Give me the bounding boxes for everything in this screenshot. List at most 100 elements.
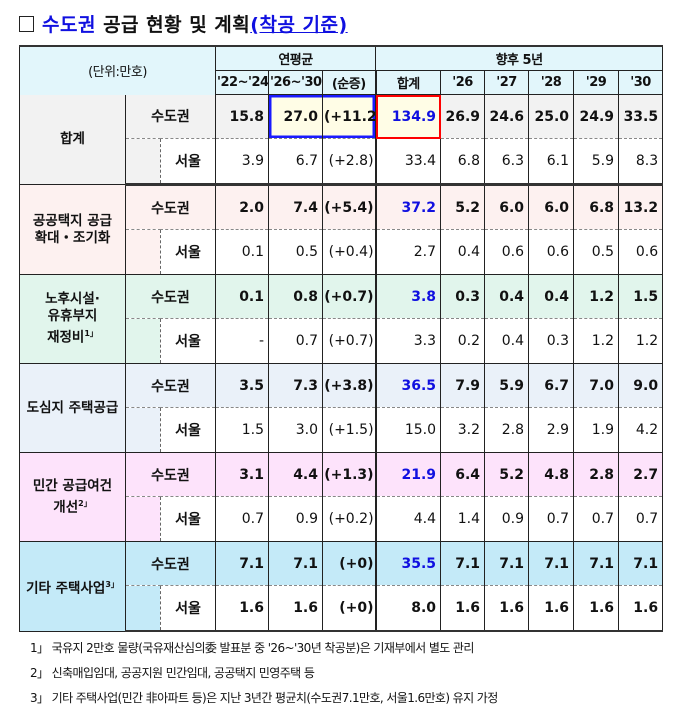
value-cell: 1.2 (573, 274, 620, 319)
column-header: (순증) (321, 70, 377, 95)
value-cell: 6.1 (528, 138, 575, 186)
value-cell: 3.3 (374, 318, 442, 364)
value-cell: 6.0 (484, 184, 530, 230)
spacer-cell (125, 496, 161, 542)
value-cell: 6.7 (528, 363, 575, 408)
value-cell: 7.1 (215, 541, 269, 586)
value-cell: 33.4 (374, 138, 442, 186)
value-cell: 3.0 (268, 407, 323, 453)
spacer-cell (125, 229, 161, 275)
value-cell: 6.0 (528, 184, 575, 230)
value-cell: 5.2 (440, 184, 486, 230)
value-cell: 7.1 (618, 541, 664, 586)
column-header: 합계 (374, 70, 442, 95)
value-cell: 1.6 (215, 585, 269, 632)
value-cell: 0.3 (528, 318, 575, 364)
value-cell: 2.8 (573, 452, 620, 497)
footnote-marker: 1」 (84, 329, 98, 339)
value-cell: 1.9 (573, 407, 620, 453)
group-name: 공공택지 공급 확대・조기화 (32, 212, 113, 246)
value-cell: 5.9 (573, 138, 620, 186)
value-cell: 1.6 (573, 585, 620, 632)
region-label: 서울 (160, 318, 216, 364)
value-cell: 13.2 (618, 184, 664, 230)
value-cell: 1.5 (215, 407, 269, 453)
column-header: '26 (440, 70, 486, 95)
value-cell: 4.4 (268, 452, 323, 497)
value-cell: 35.5 (374, 541, 442, 586)
region-label: 수도권 (125, 274, 216, 319)
column-header: '22~'24 (215, 70, 269, 95)
value-cell: 1.6 (268, 585, 323, 632)
group-name: 도심지 주택공급 (26, 399, 119, 416)
column-header: '28 (528, 70, 575, 95)
group-label: 민간 공급여건 개선2」 (19, 452, 126, 542)
value-cell: 24.6 (484, 94, 530, 139)
value-cell: 0.8 (268, 274, 323, 319)
value-cell: (+0.7) (321, 318, 377, 364)
value-cell: 9.0 (618, 363, 664, 408)
value-cell: 0.7 (573, 496, 620, 542)
value-cell: 6.4 (440, 452, 486, 497)
value-cell: 0.5 (573, 229, 620, 275)
value-cell: 36.5 (374, 363, 442, 408)
value-cell: 5.9 (484, 363, 530, 408)
value-cell: 2.0 (215, 184, 269, 230)
value-cell: (+1.3) (321, 452, 377, 497)
footnote-3: 3」 기타 주택사업(민간 非아파트 등)은 지난 3년간 평균치(수도권7.1… (30, 691, 498, 705)
value-cell: 0.4 (440, 229, 486, 275)
group-name: 합계 (60, 130, 85, 147)
footnote-1: 1」 국유지 2만호 물량(국유재산심의委 발표분 중 '26~'30년 착공분… (30, 641, 474, 655)
table-row: 서울 1.5 3.0 (+1.5) 15.0 3.2 2.8 2.9 1.9 4.2 (20, 407, 664, 453)
value-cell: 1.6 (618, 585, 664, 632)
group-label: 공공택지 공급 확대・조기화 (19, 184, 126, 275)
value-cell: 4.4 (374, 496, 442, 542)
value-cell: 0.4 (528, 274, 575, 319)
value-cell: 3.5 (215, 363, 269, 408)
value-cell: (+5.4) (321, 184, 377, 230)
value-cell: (+3.8) (321, 363, 377, 408)
value-cell: 0.6 (618, 229, 664, 275)
group-label: 노후시설· 유휴부지 재정비1」 (19, 274, 126, 364)
value-cell: 0.4 (484, 318, 530, 364)
value-cell: 26.9 (440, 94, 486, 139)
value-cell: 6.3 (484, 138, 530, 186)
column-header: '27 (484, 70, 530, 95)
value-cell: 7.1 (268, 541, 323, 586)
region-label: 서울 (160, 138, 216, 186)
value-cell: 7.4 (268, 184, 323, 230)
value-cell: 24.9 (573, 94, 620, 139)
group-label: 기타 주택사업3」 (19, 541, 126, 632)
value-cell: 7.1 (573, 541, 620, 586)
value-cell: 0.7 (215, 496, 269, 542)
value-cell: 3.1 (215, 452, 269, 497)
value-cell: 1.6 (528, 585, 575, 632)
value-cell: 0.6 (528, 229, 575, 275)
value-cell: 0.7 (268, 318, 323, 364)
value-cell: (+0) (321, 541, 377, 586)
value-cell: (+0) (321, 585, 377, 632)
value-cell: 27.0 (268, 94, 323, 139)
value-cell: 15.8 (215, 94, 269, 139)
column-header: '29 (573, 70, 620, 95)
checkbox-square-icon (19, 16, 34, 32)
region-label: 수도권 (125, 541, 216, 586)
footnotes: 1」 국유지 2만호 물량(국유재산심의委 발표분 중 '26~'30년 착공분… (30, 636, 670, 711)
value-cell: 8.3 (618, 138, 664, 186)
value-cell: 0.6 (484, 229, 530, 275)
region-label: 서울 (160, 585, 216, 632)
spacer-cell (125, 585, 161, 632)
value-cell: 1.2 (573, 318, 620, 364)
group-name: 기타 주택사업 (26, 580, 106, 596)
column-header: '26~'30 (268, 70, 323, 95)
table-row: 서울 3.9 6.7 (+2.8) 33.4 6.8 6.3 6.1 5.9 8.3 (20, 138, 664, 186)
value-cell: 25.0 (528, 94, 575, 139)
value-cell: - (215, 318, 269, 364)
region-label: 수도권 (125, 363, 216, 408)
value-cell: (+11.2) (321, 94, 377, 139)
value-cell: 15.0 (374, 407, 442, 453)
value-cell: 7.1 (484, 541, 530, 586)
table-row: 서울 0.1 0.5 (+0.4) 2.7 0.4 0.6 0.6 0.5 0.6 (20, 229, 664, 275)
spacer-cell (125, 407, 161, 453)
value-cell: 6.8 (440, 138, 486, 186)
